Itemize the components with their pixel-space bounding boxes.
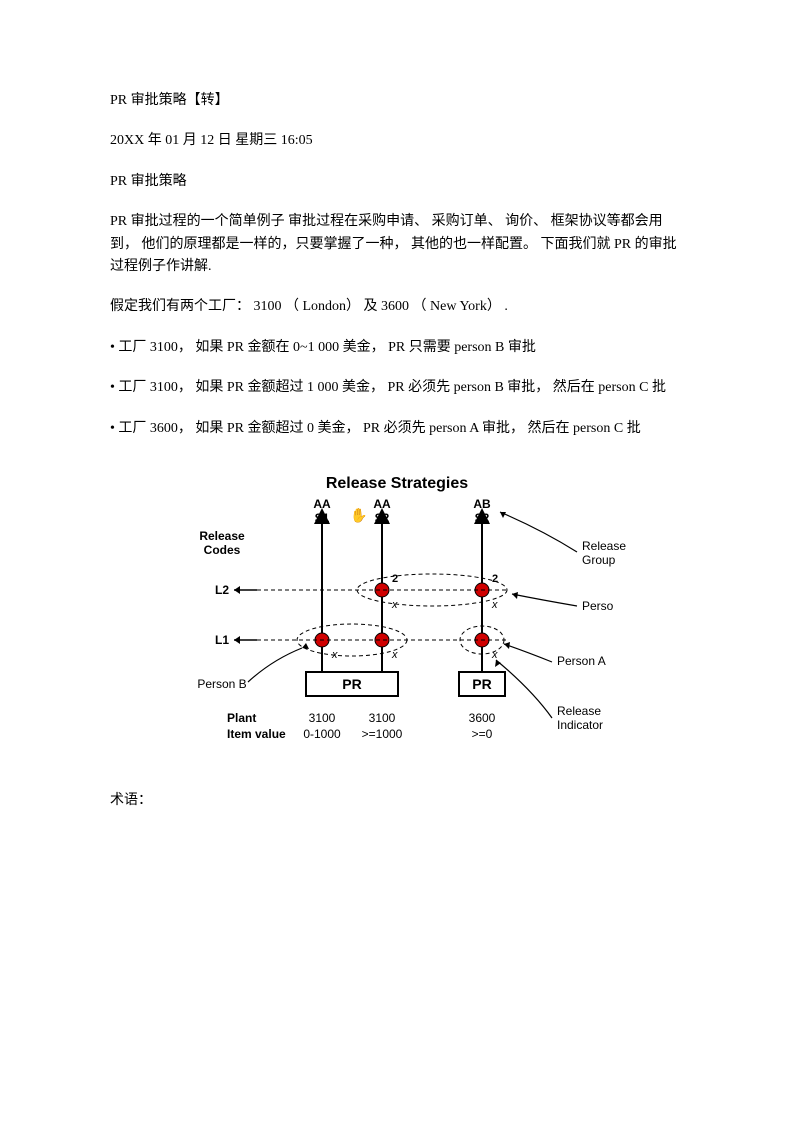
bullet-1: • 工厂 3100， 如果 PR 金额在 0~1 000 美金， PR 只需要 …: [110, 337, 683, 359]
assume-para: 假定我们有两个工厂： 3100 （ London） 及 3600 （ New Y…: [110, 296, 683, 318]
diagram-svg: Release Strategies✋ReleaseCodesL2L1Perso…: [162, 470, 632, 760]
page-title: PR 审批策略【转】: [110, 90, 683, 112]
svg-text:x: x: [391, 649, 398, 661]
svg-text:>=0: >=0: [471, 727, 492, 741]
page: PR 审批策略【转】 20XX 年 01 月 12 日 星期三 16:05 PR…: [0, 0, 793, 890]
svg-text:x: x: [391, 599, 398, 611]
svg-text:Person A: Person A: [557, 654, 606, 668]
date-line: 20XX 年 01 月 12 日 星期三 16:05: [110, 130, 683, 152]
svg-text:Release: Release: [199, 529, 245, 543]
svg-text:3100: 3100: [308, 711, 335, 725]
svg-text:2: 2: [392, 573, 398, 585]
svg-text:S1: S1: [314, 511, 329, 525]
svg-text:x: x: [491, 599, 498, 611]
svg-text:Codes: Codes: [203, 543, 240, 557]
svg-text:AA: AA: [313, 497, 331, 511]
release-strategies-diagram: Release Strategies✋ReleaseCodesL2L1Perso…: [110, 470, 683, 760]
svg-text:AA: AA: [373, 497, 391, 511]
svg-text:S2: S2: [474, 511, 489, 525]
svg-text:✋: ✋: [350, 507, 367, 523]
svg-text:AB: AB: [473, 497, 491, 511]
svg-text:Perso: Perso: [582, 599, 614, 613]
svg-text:L1: L1: [214, 633, 228, 647]
svg-text:Release: Release: [557, 704, 601, 718]
svg-text:x: x: [491, 649, 498, 661]
terms-heading: 术语：: [110, 790, 683, 812]
intro-para: PR 审批过程的一个简单例子 审批过程在采购申请、 采购订单、 询价、 框架协议…: [110, 211, 683, 278]
bullet-3: • 工厂 3600， 如果 PR 金额超过 0 美金， PR 必须先 perso…: [110, 418, 683, 440]
svg-text:Group: Group: [582, 553, 616, 567]
svg-text:0-1000: 0-1000: [303, 727, 341, 741]
svg-text:Release: Release: [582, 539, 626, 553]
bullet-2: • 工厂 3100， 如果 PR 金额超过 1 000 美金， PR 必须先 p…: [110, 377, 683, 399]
svg-text:PR: PR: [342, 676, 361, 692]
svg-text:Plant: Plant: [227, 711, 256, 725]
svg-text:Release Strategies: Release Strategies: [325, 475, 467, 492]
svg-text:L2: L2: [214, 583, 228, 597]
svg-text:S2: S2: [374, 511, 389, 525]
svg-text:Person B: Person B: [197, 677, 246, 691]
svg-text:3600: 3600: [468, 711, 495, 725]
svg-text:2: 2: [492, 573, 498, 585]
svg-text:Indicator: Indicator: [557, 718, 603, 732]
svg-text:3100: 3100: [368, 711, 395, 725]
svg-text:PR: PR: [472, 676, 491, 692]
svg-text:Item value: Item value: [227, 727, 286, 741]
svg-text:>=1000: >=1000: [361, 727, 402, 741]
heading: PR 审批策略: [110, 171, 683, 193]
